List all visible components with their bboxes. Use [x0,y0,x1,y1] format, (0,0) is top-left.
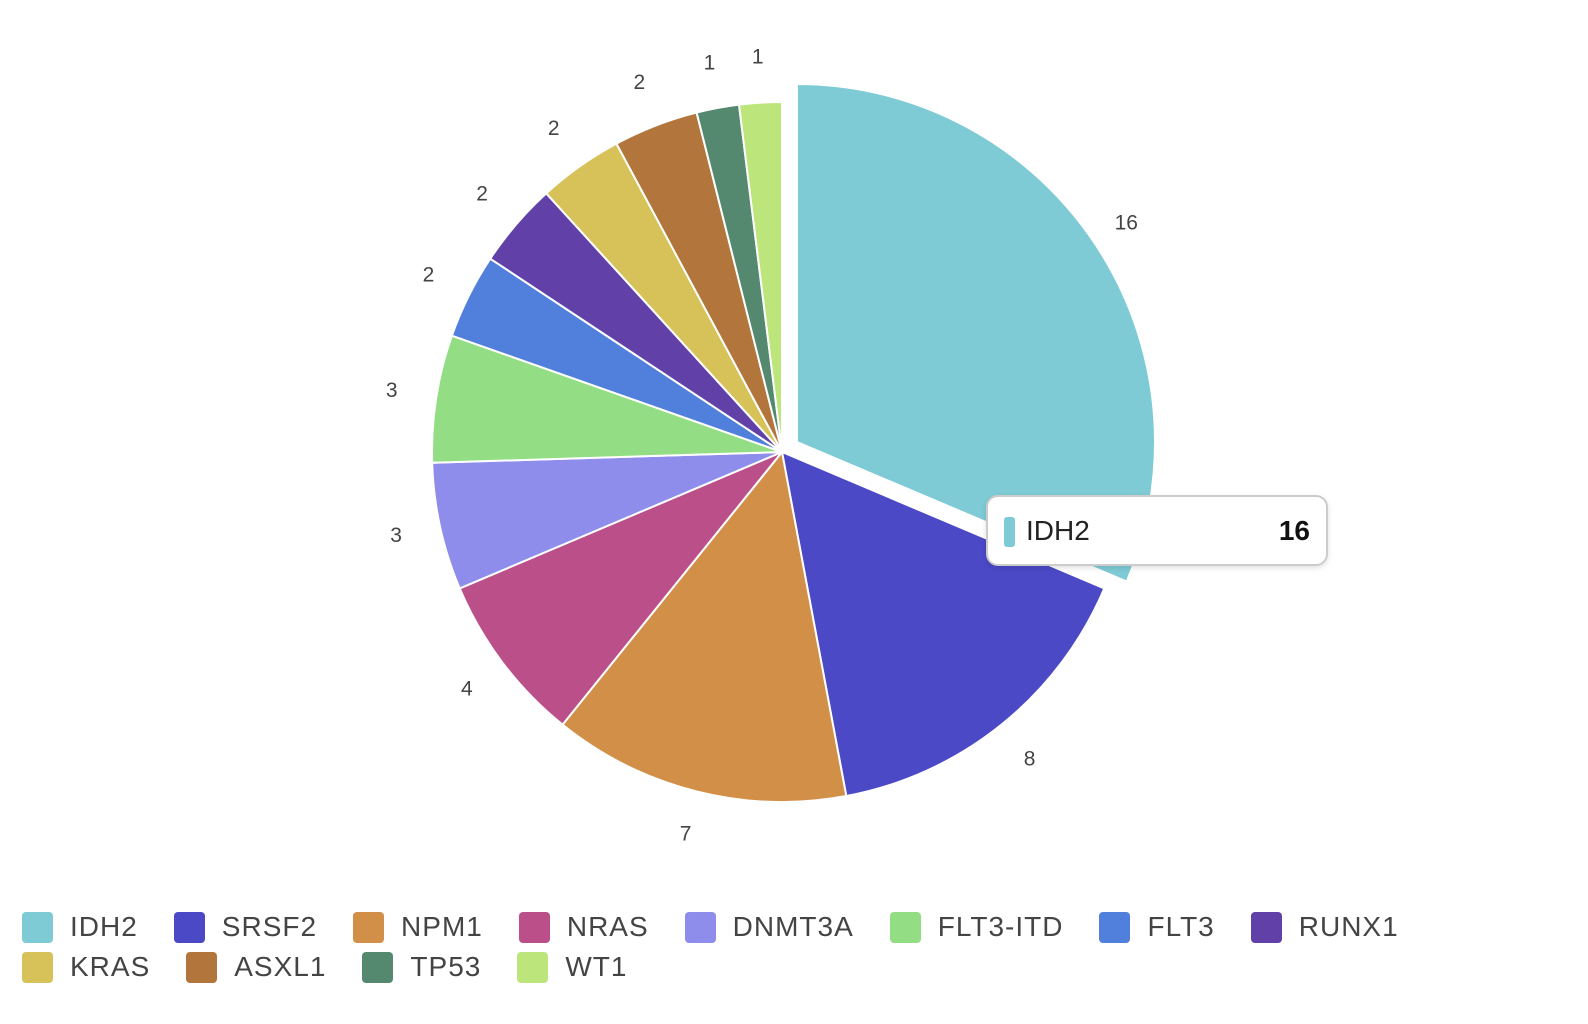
legend-swatch [517,951,549,983]
slice-label-asxl1: 2 [633,71,645,94]
legend-item-wt1[interactable]: WT1 [517,951,627,983]
legend-label: SRSF2 [221,911,318,942]
slice-label-runx1: 2 [476,183,488,206]
legend-item-nras[interactable]: NRAS [518,911,649,943]
legend-swatch [186,951,218,983]
pie-slice-srsf2[interactable] [781,451,1106,798]
legend-label: WT1 [565,951,628,982]
legend-swatch [362,951,394,983]
slice-value-labels: 16 8 7 4 3 3 2 2 2 2 1 1 [386,45,1138,845]
legend-swatch [22,911,53,943]
slice-label-tp53: 1 [704,51,716,74]
slice-label-dnmt3a: 3 [390,524,402,547]
slice-label-srsf2: 8 [1024,747,1036,770]
legend-swatch [22,951,53,983]
legend-swatch [173,911,205,943]
slice-label-idh2: 16 [1115,211,1138,234]
tooltip-series-value: 16 [1278,515,1310,546]
legend: IDH2 SRSF2 NPM1 NRAS DNMT3A FLT3-ITD FLT3 RUNX1… [22,911,1542,983]
legend-label: TP53 [410,951,482,982]
legend-label: NPM1 [401,911,483,942]
pie-slice-flt3-itd[interactable] [431,334,783,464]
legend-label: FLT3-ITD [937,911,1064,942]
pie-slice-npm1[interactable] [561,451,848,803]
legend-item-srsf2[interactable]: SRSF2 [173,911,318,943]
legend-item-tp53[interactable]: TP53 [362,951,481,983]
legend-item-dnmt3a[interactable]: DNMT3A [684,911,854,943]
pie-slice-nras[interactable] [458,451,783,726]
legend-item-flt3-itd[interactable]: FLT3-ITD [889,911,1064,943]
legend-swatch [889,911,921,943]
slice-label-npm1: 7 [680,823,692,846]
legend-swatch [1250,911,1282,943]
legend-item-npm1[interactable]: NPM1 [353,911,483,943]
legend-item-runx1[interactable]: RUNX1 [1250,911,1399,943]
legend-label: FLT3 [1147,911,1215,942]
legend-label: ASXL1 [234,951,327,982]
legend-item-idh2[interactable]: IDH2 [22,911,138,943]
slice-label-wt1: 1 [752,45,764,68]
slice-label-flt3-itd: 3 [386,379,398,402]
legend-label: KRAS [70,951,151,982]
legend-item-flt3[interactable]: FLT3 [1099,911,1214,943]
legend-swatch [1099,911,1131,943]
legend-swatch [353,911,385,943]
legend-label: NRAS [566,911,649,942]
legend-item-asxl1[interactable]: ASXL1 [186,951,326,983]
legend-label: RUNX1 [1298,911,1399,942]
legend-item-kras[interactable]: KRAS [22,951,150,983]
tooltip-color-swatch [1004,517,1015,547]
pie-slices [431,83,1156,803]
pie-slice-idh2[interactable] [796,83,1156,583]
legend-swatch [518,911,550,943]
legend-swatch [684,911,716,943]
slice-label-kras: 2 [548,117,560,140]
tooltip: IDH2 16 [986,495,1328,566]
pie-slice-dnmt3a[interactable] [431,451,783,590]
pie-slice-wt1[interactable] [737,101,783,453]
slice-label-flt3: 2 [423,263,435,286]
legend-label: DNMT3A [732,911,854,942]
tooltip-series-name: IDH2 [1026,515,1090,546]
slice-label-nras: 4 [461,678,473,701]
legend-label: IDH2 [70,911,138,942]
